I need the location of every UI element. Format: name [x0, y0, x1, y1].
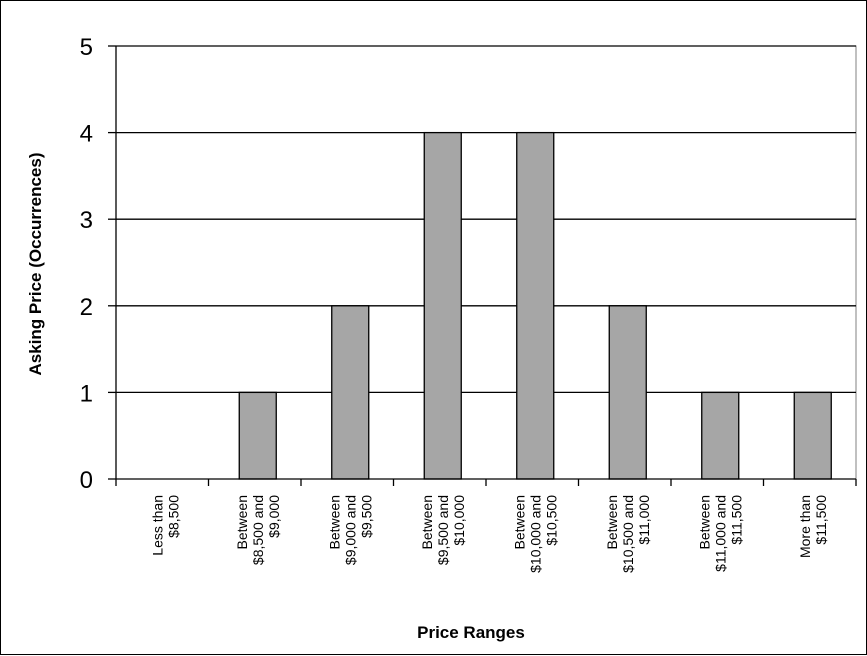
x-tick-label-line: Less than — [149, 495, 165, 556]
x-tick-label: Less than $8,500 — [149, 495, 181, 556]
plot-area — [115, 45, 857, 480]
bar — [423, 131, 462, 480]
x-tick-label-line: $10,500 — [543, 495, 559, 546]
x-tick-label: Between $9,000 and $9,500 — [326, 495, 374, 565]
x-axis-title: Price Ranges — [417, 623, 525, 642]
x-tick-label-line: $11,000 and — [712, 495, 728, 572]
x-tick-label-line: $9,000 and — [342, 495, 358, 565]
bar — [701, 391, 740, 480]
x-tick-labels: Less than $8,500 Between $8,500 and $9,000 Be… — [149, 495, 829, 573]
gridlines — [115, 45, 857, 480]
x-tick-label: Between $10,500 and $11,000 — [604, 495, 652, 573]
x-tick-label: Between $10,000 and $10,500 — [511, 495, 559, 573]
y-tick-label: 4 — [80, 121, 93, 148]
x-tick-label-line: Between — [604, 495, 620, 549]
y-tick-label: 1 — [80, 380, 93, 407]
x-tick-label-line: Between — [326, 495, 342, 549]
bar — [793, 391, 832, 480]
x-tick-label: More than $11,500 — [797, 495, 829, 558]
x-tick-label-line: $10,500 and — [620, 495, 636, 573]
x-tick-label-line: Between — [419, 495, 435, 549]
x-tick-label-line: $8,500 — [165, 495, 181, 538]
bar — [331, 305, 370, 480]
x-tick-label-line: Between — [234, 495, 250, 549]
x-tick-label-line: $9,500 — [358, 495, 374, 538]
bar — [238, 391, 277, 480]
y-tick-label: 5 — [80, 34, 93, 61]
x-tick-label-line: $8,500 and — [250, 495, 266, 565]
x-tick-label-line: $11,500 — [813, 495, 829, 545]
axes — [108, 45, 857, 486]
y-axis-title: Asking Price (Occurrences) — [26, 153, 45, 376]
y-tick-label: 0 — [80, 467, 93, 494]
x-tick-label: Between $9,500 and $10,000 — [419, 495, 467, 565]
bar — [516, 131, 555, 480]
x-tick-label-line: $10,000 — [451, 495, 467, 546]
x-tick-label-line: $10,000 and — [527, 495, 543, 573]
x-tick-label-line: Between — [511, 495, 527, 549]
y-tick-labels: 0 1 2 3 4 5 — [80, 34, 93, 494]
x-tick-label: Between $11,000 and $11,500 — [696, 495, 744, 572]
x-tick-label-line: $11,500 — [728, 495, 744, 545]
x-tick-label-line: $9,000 — [266, 495, 282, 538]
y-tick-label: 3 — [80, 207, 93, 234]
x-tick-label-line: $9,500 and — [435, 495, 451, 565]
bar — [608, 305, 647, 480]
y-tick-label: 2 — [80, 294, 93, 321]
x-tick-label-line: $11,000 — [636, 495, 652, 545]
x-tick-label-line: Between — [696, 495, 712, 549]
x-tick-label: Between $8,500 and $9,000 — [234, 495, 282, 565]
x-tick-label-line: More than — [797, 495, 813, 558]
bars — [238, 131, 832, 480]
